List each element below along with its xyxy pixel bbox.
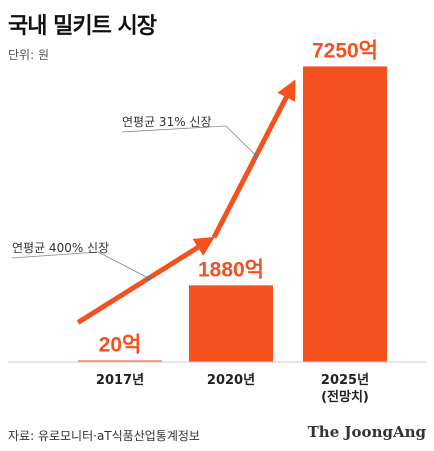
- bar-2: [189, 285, 273, 362]
- annotation-dot-2: [253, 153, 259, 159]
- growth-annotation-1: 연평균 400% 신장: [12, 241, 109, 255]
- x-tick-label-1: 2017년: [96, 373, 144, 388]
- annotation-dot-1: [146, 275, 152, 281]
- annotation-leader-2: [121, 125, 257, 157]
- trend-arrow-1: [76, 236, 215, 325]
- x-tick-sublabel-3: (전망치): [321, 389, 369, 405]
- value-label-3: 7250억: [312, 39, 378, 62]
- bar-3: [303, 66, 387, 362]
- chart-title: 국내 밀키트 시장: [8, 14, 157, 39]
- unit-label: 단위: 원: [8, 48, 49, 62]
- value-label-1: 20억: [99, 334, 142, 357]
- growth-annotation-2: 연평균 31% 신장: [122, 115, 212, 129]
- source-note: 자료: 유로모니터·aT식품산업통계정보: [8, 429, 200, 443]
- publisher-logo: The JoongAng: [307, 423, 426, 441]
- x-tick-label-2: 2020년: [207, 373, 255, 388]
- x-tick-label-3: 2025년: [321, 373, 369, 388]
- value-label-2: 1880억: [198, 258, 264, 281]
- bar-1: [78, 360, 162, 362]
- annotation-leader-1: [11, 251, 149, 279]
- trend-arrow-2: [211, 79, 296, 239]
